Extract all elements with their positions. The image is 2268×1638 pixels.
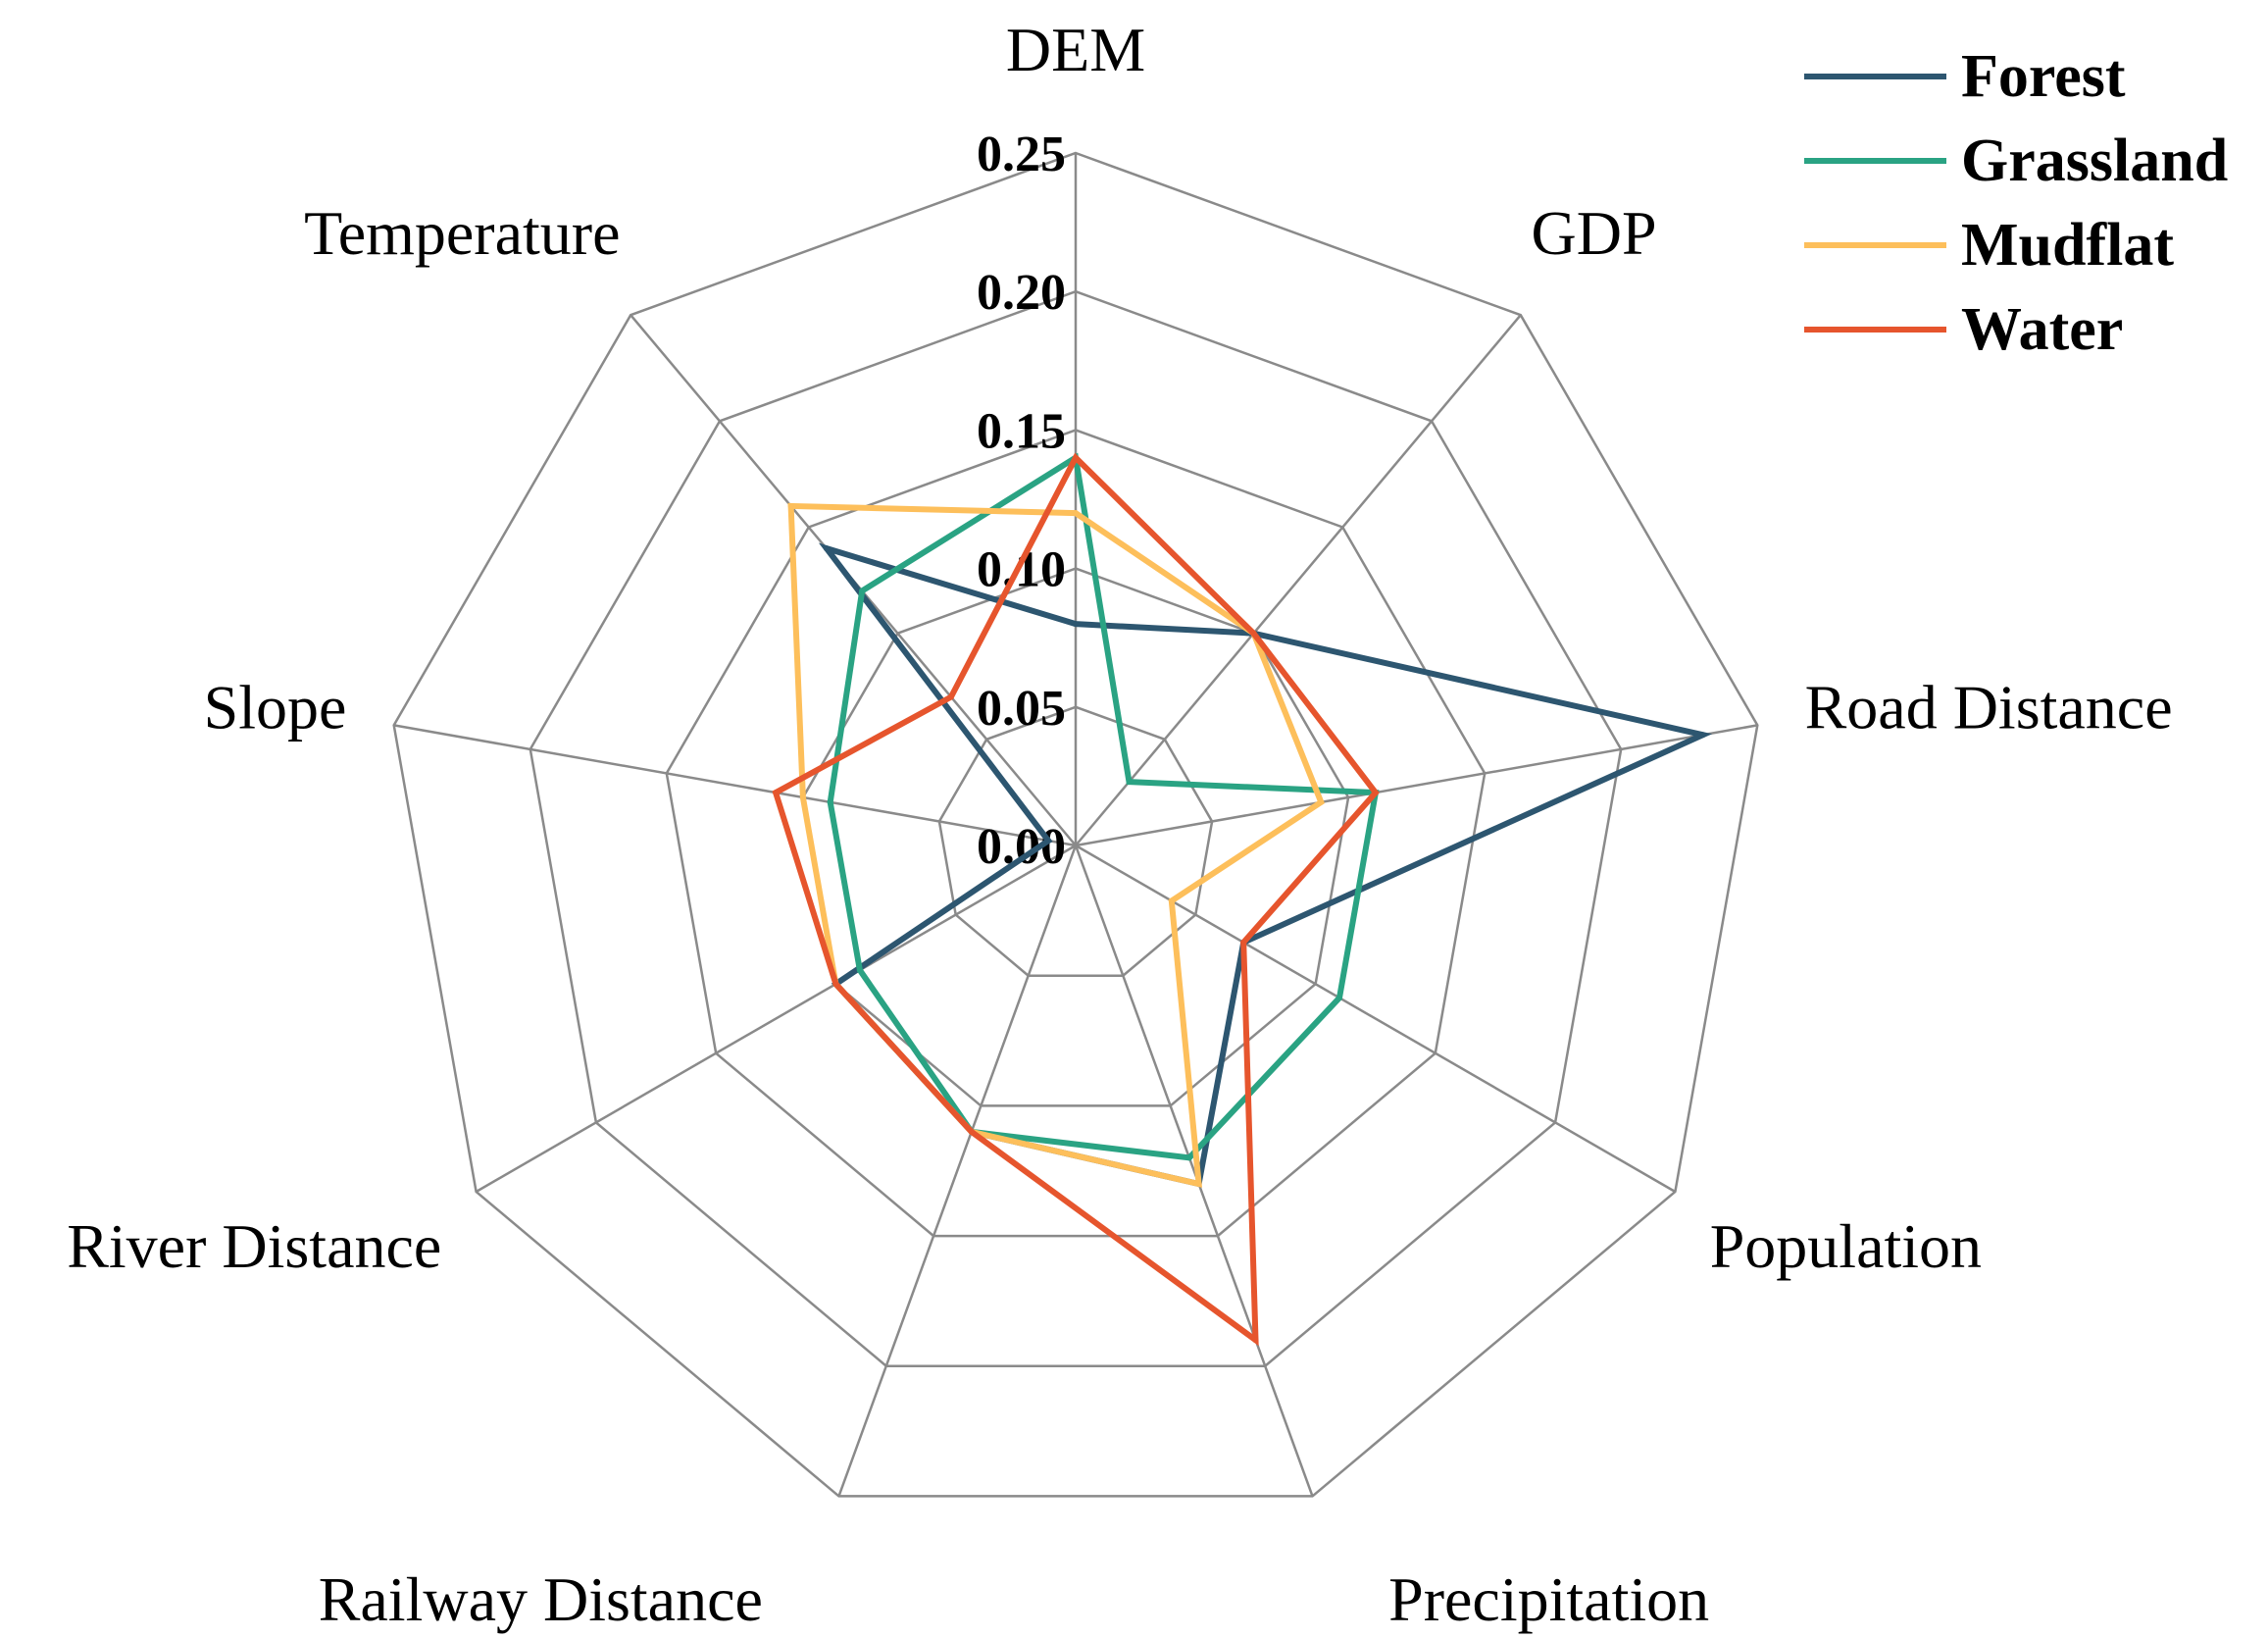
radial-tick-labels: 0.00 0.05 0.10 0.15 0.20 0.25 — [977, 127, 1066, 875]
data-point-water-slope — [773, 790, 780, 796]
data-point-water-precipitation — [1252, 1337, 1259, 1344]
series-line-grassland — [827, 452, 1380, 1161]
data-point-water-dem — [1073, 454, 1079, 461]
legend-label-water: Water — [1961, 296, 2123, 363]
tick-label: 0.20 — [977, 265, 1066, 321]
grid-ring-5 — [392, 151, 1759, 1498]
tick-label: 0.25 — [977, 127, 1066, 182]
tick-label: 0.10 — [977, 542, 1066, 598]
data-point-grassland-slope — [827, 798, 833, 805]
legend-label-grassland: Grassland — [1961, 128, 2228, 194]
tick-label: 0.15 — [977, 403, 1066, 459]
data-point-grassland-river-distance — [856, 967, 863, 974]
grid-ring-4 — [529, 289, 1623, 1367]
axis-label-river-distance: River Distance — [67, 1211, 441, 1281]
spoke-railway-distance — [837, 845, 1078, 1497]
data-point-mudflat-temperature — [787, 502, 794, 509]
axis-label-population: Population — [1710, 1211, 1982, 1281]
data-point-mudflat-population — [1168, 897, 1175, 904]
data-point-water-railway-distance — [968, 1128, 975, 1135]
axis-label-railway-distance: Railway Distance — [319, 1564, 763, 1634]
spoke-river-distance — [475, 844, 1077, 1194]
series-lines — [772, 452, 1713, 1347]
data-point-water-road-distance — [1372, 790, 1379, 796]
axis-label-precipitation: Precipitation — [1388, 1564, 1709, 1634]
data-point-forest-road-distance — [1699, 732, 1706, 739]
series-line-water — [772, 452, 1380, 1347]
series-line-mudflat — [787, 502, 1325, 1188]
data-point-grassland-temperature — [859, 588, 866, 594]
axis-label-road-distance: Road Distance — [1805, 672, 2173, 742]
data-point-grassland-population — [1336, 995, 1342, 1001]
data-point-grassland-precipitation — [1185, 1154, 1192, 1161]
legend-label-forest: Forest — [1961, 43, 2126, 110]
legend-label-mudflat: Mudflat — [1961, 212, 2174, 279]
data-point-water-river-distance — [832, 981, 839, 988]
grid-ring-1 — [937, 705, 1214, 977]
data-point-grassland-gdp — [1126, 779, 1133, 786]
data-point-mudflat-road-distance — [1318, 798, 1325, 805]
data-point-forest-slope — [1045, 838, 1052, 845]
tick-label: 0.05 — [977, 681, 1066, 737]
axis-label-gdp: GDP — [1532, 198, 1657, 268]
spoke-road-distance — [1075, 724, 1758, 847]
data-point-water-temperature — [947, 693, 954, 700]
data-point-forest-dem — [1073, 621, 1079, 628]
data-point-mudflat-dem — [1073, 510, 1079, 517]
spoke-population — [1075, 844, 1677, 1194]
spoke-slope — [393, 724, 1077, 847]
data-point-water-gdp — [1250, 630, 1257, 637]
legend: Forest Grassland Mudflat Water — [1804, 43, 2228, 363]
grid-ring-2 — [801, 567, 1350, 1107]
tick-label: 0.00 — [977, 819, 1066, 875]
grid-ring-3 — [665, 429, 1487, 1238]
data-point-mudflat-slope — [799, 794, 806, 800]
data-point-mudflat-precipitation — [1195, 1181, 1202, 1187]
axis-labels: DEM GDP Road Distance Population Precipitati… — [67, 15, 2172, 1634]
axis-label-slope: Slope — [204, 672, 347, 742]
axis-label-temperature: Temperature — [304, 198, 620, 268]
radar-grid — [392, 151, 1759, 1498]
spoke-precipitation — [1074, 845, 1314, 1497]
axis-label-dem: DEM — [1006, 15, 1145, 84]
data-point-forest-temperature — [823, 545, 830, 552]
spoke-gdp — [1075, 314, 1522, 846]
data-point-water-population — [1240, 939, 1247, 946]
